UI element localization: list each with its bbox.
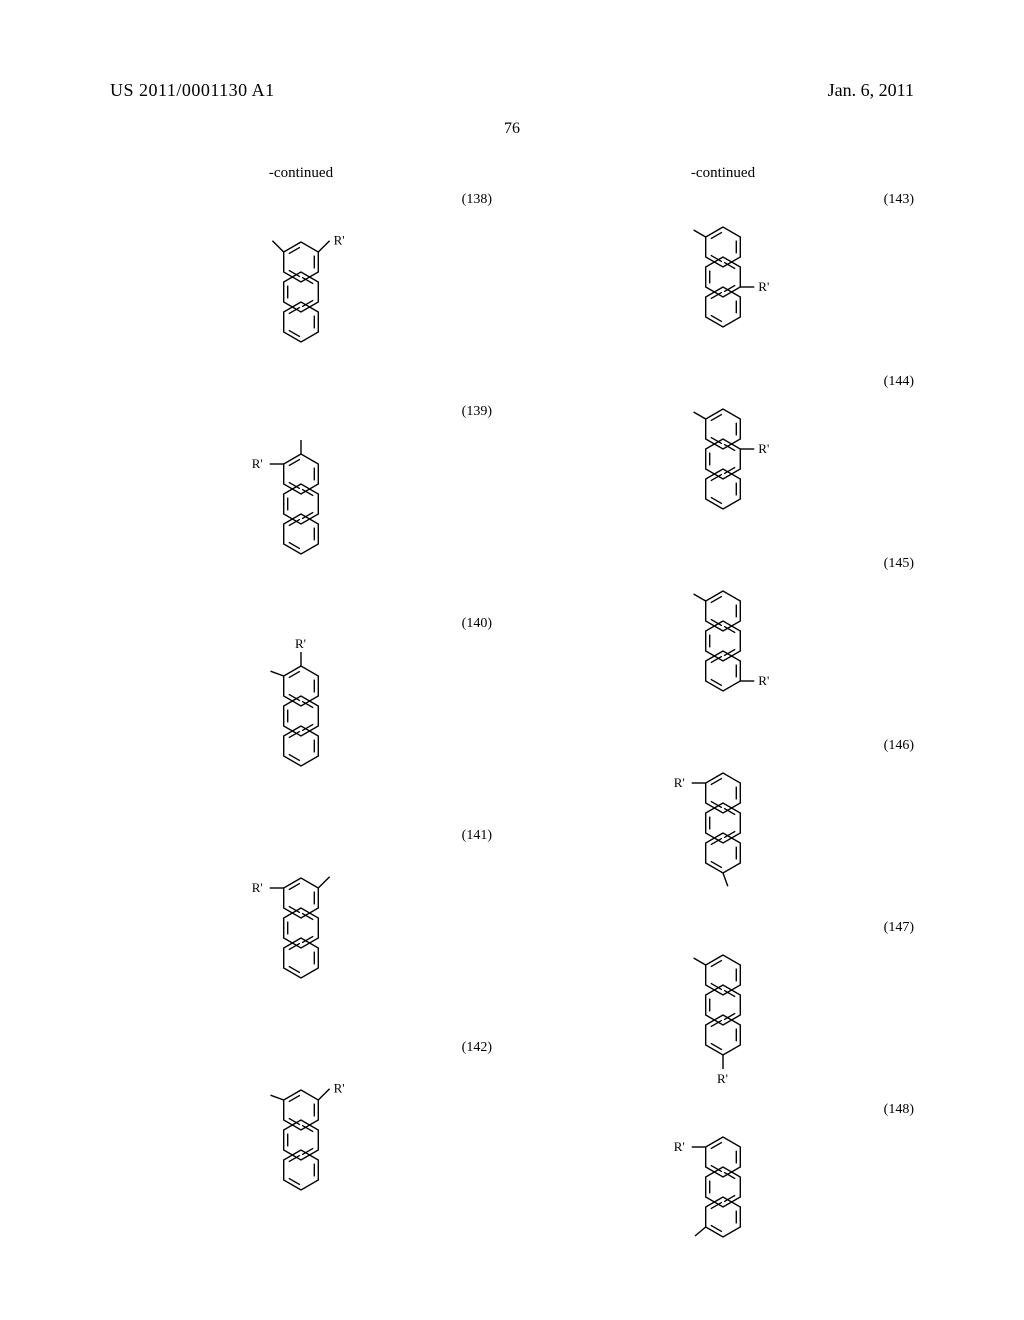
- chemical-structure-141: (141) R': [110, 828, 492, 1028]
- svg-text:R': R': [252, 456, 263, 471]
- left-column: -continued (138)R'(139)R'(140)R'(141)R'(…: [110, 165, 492, 1290]
- svg-text:R': R': [674, 1139, 685, 1154]
- svg-text:R': R': [758, 673, 769, 688]
- chemical-structure-138: (138) R': [110, 192, 492, 392]
- structure-number: (144): [884, 374, 914, 390]
- svg-text:R': R': [295, 636, 306, 651]
- continued-label-right: -continued: [532, 165, 914, 182]
- chemical-structure-147: (147) R': [532, 920, 914, 1090]
- chemical-structure-139: (139) R': [110, 404, 492, 604]
- chemical-structure-144: (144) R': [532, 374, 914, 544]
- structure-number: (148): [884, 1102, 914, 1118]
- structure-number: (141): [462, 828, 492, 844]
- svg-text:R': R': [334, 1081, 345, 1096]
- page-number: 76: [504, 120, 520, 138]
- structure-number: (142): [462, 1040, 492, 1056]
- chemical-structure-143: (143) R': [532, 192, 914, 362]
- svg-text:R': R': [717, 1071, 728, 1086]
- structure-number: (140): [462, 616, 492, 632]
- svg-text:R': R': [674, 775, 685, 790]
- svg-text:R': R': [758, 441, 769, 456]
- chemical-structure-145: (145) R': [532, 556, 914, 726]
- publication-date: Jan. 6, 2011: [828, 80, 914, 101]
- chemical-structure-142: (142) R': [110, 1040, 492, 1240]
- publication-number: US 2011/0001130 A1: [110, 80, 275, 100]
- structure-number: (138): [462, 192, 492, 208]
- svg-text:R': R': [334, 233, 345, 248]
- chemical-structure-148: (148) R': [532, 1102, 914, 1272]
- structure-number: (145): [884, 556, 914, 572]
- chemical-structure-146: (146) R': [532, 738, 914, 908]
- chemical-structure-140: (140) R': [110, 616, 492, 816]
- continued-label-left: -continued: [110, 165, 492, 182]
- page-header: US 2011/0001130 A1 Jan. 6, 2011: [0, 80, 1024, 101]
- structure-number: (147): [884, 920, 914, 936]
- structure-number: (143): [884, 192, 914, 208]
- svg-text:R': R': [758, 279, 769, 294]
- svg-text:R': R': [252, 880, 263, 895]
- right-column: -continued (143)R'(144)R'(145)R'(146)R'(…: [532, 165, 914, 1290]
- structure-number: (146): [884, 738, 914, 754]
- structure-number: (139): [462, 404, 492, 420]
- content-columns: -continued (138)R'(139)R'(140)R'(141)R'(…: [110, 165, 914, 1290]
